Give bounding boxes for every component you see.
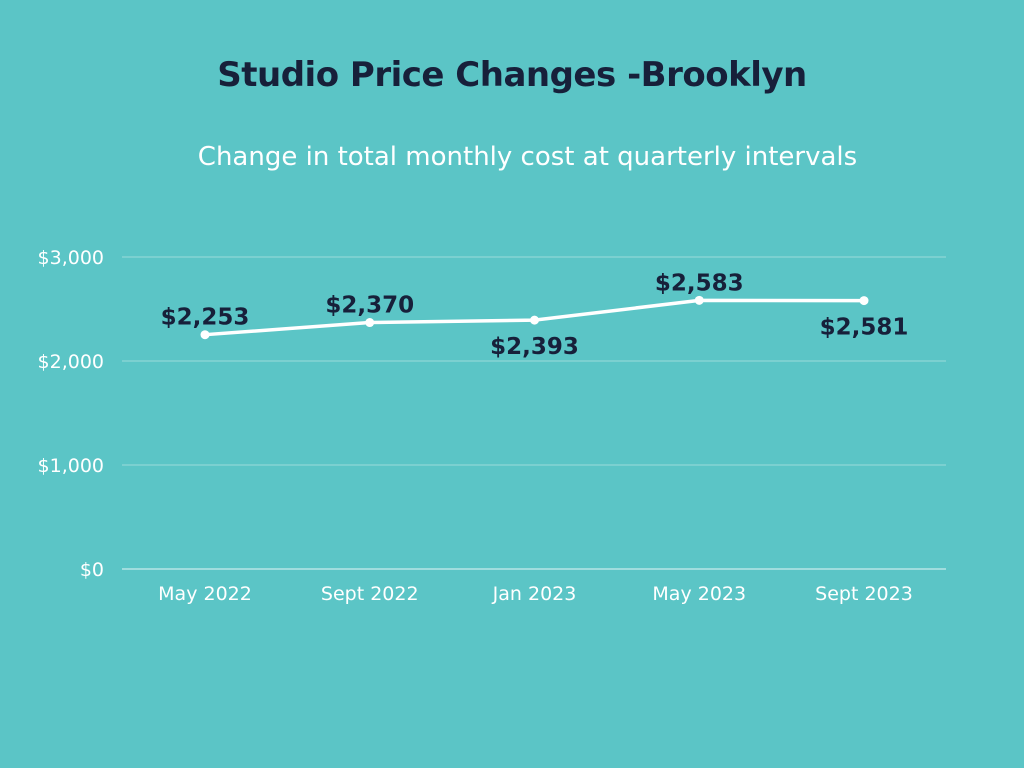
x-tick-label: May 2023	[652, 583, 746, 605]
x-axis: May 2022 Sept 2022 Jan 2023 May 2023 Sept 20…	[158, 583, 913, 605]
x-tick-label: Sept 2022	[321, 583, 419, 605]
y-tick-label: $3,000	[38, 247, 104, 269]
data-point	[200, 330, 210, 340]
data-label: $2,583	[655, 270, 744, 296]
data-point	[365, 318, 375, 328]
x-tick-label: May 2022	[158, 583, 252, 605]
data-label: $2,253	[161, 305, 250, 331]
x-tick-label: Jan 2023	[492, 583, 577, 605]
y-axis: $0 $1,000 $2,000 $3,000	[38, 247, 104, 581]
x-tick-label: Sept 2023	[815, 583, 913, 605]
data-label: $2,370	[325, 293, 414, 319]
chart-title: Studio Price Changes -Brooklyn	[217, 55, 807, 95]
y-tick-label: $1,000	[38, 455, 104, 477]
gridlines	[122, 256, 946, 570]
data-label: $2,581	[820, 315, 909, 341]
data-labels: $2,253 $2,370 $2,393 $2,583 $2,581	[161, 270, 909, 360]
y-tick-label: $0	[80, 559, 104, 581]
chart-subtitle: Change in total monthly cost at quarterl…	[197, 142, 858, 172]
data-label: $2,393	[490, 334, 579, 360]
data-point	[694, 295, 704, 305]
y-tick-label: $2,000	[38, 351, 104, 373]
data-point	[530, 315, 539, 325]
data-point	[859, 296, 869, 306]
series-layer	[200, 295, 869, 340]
